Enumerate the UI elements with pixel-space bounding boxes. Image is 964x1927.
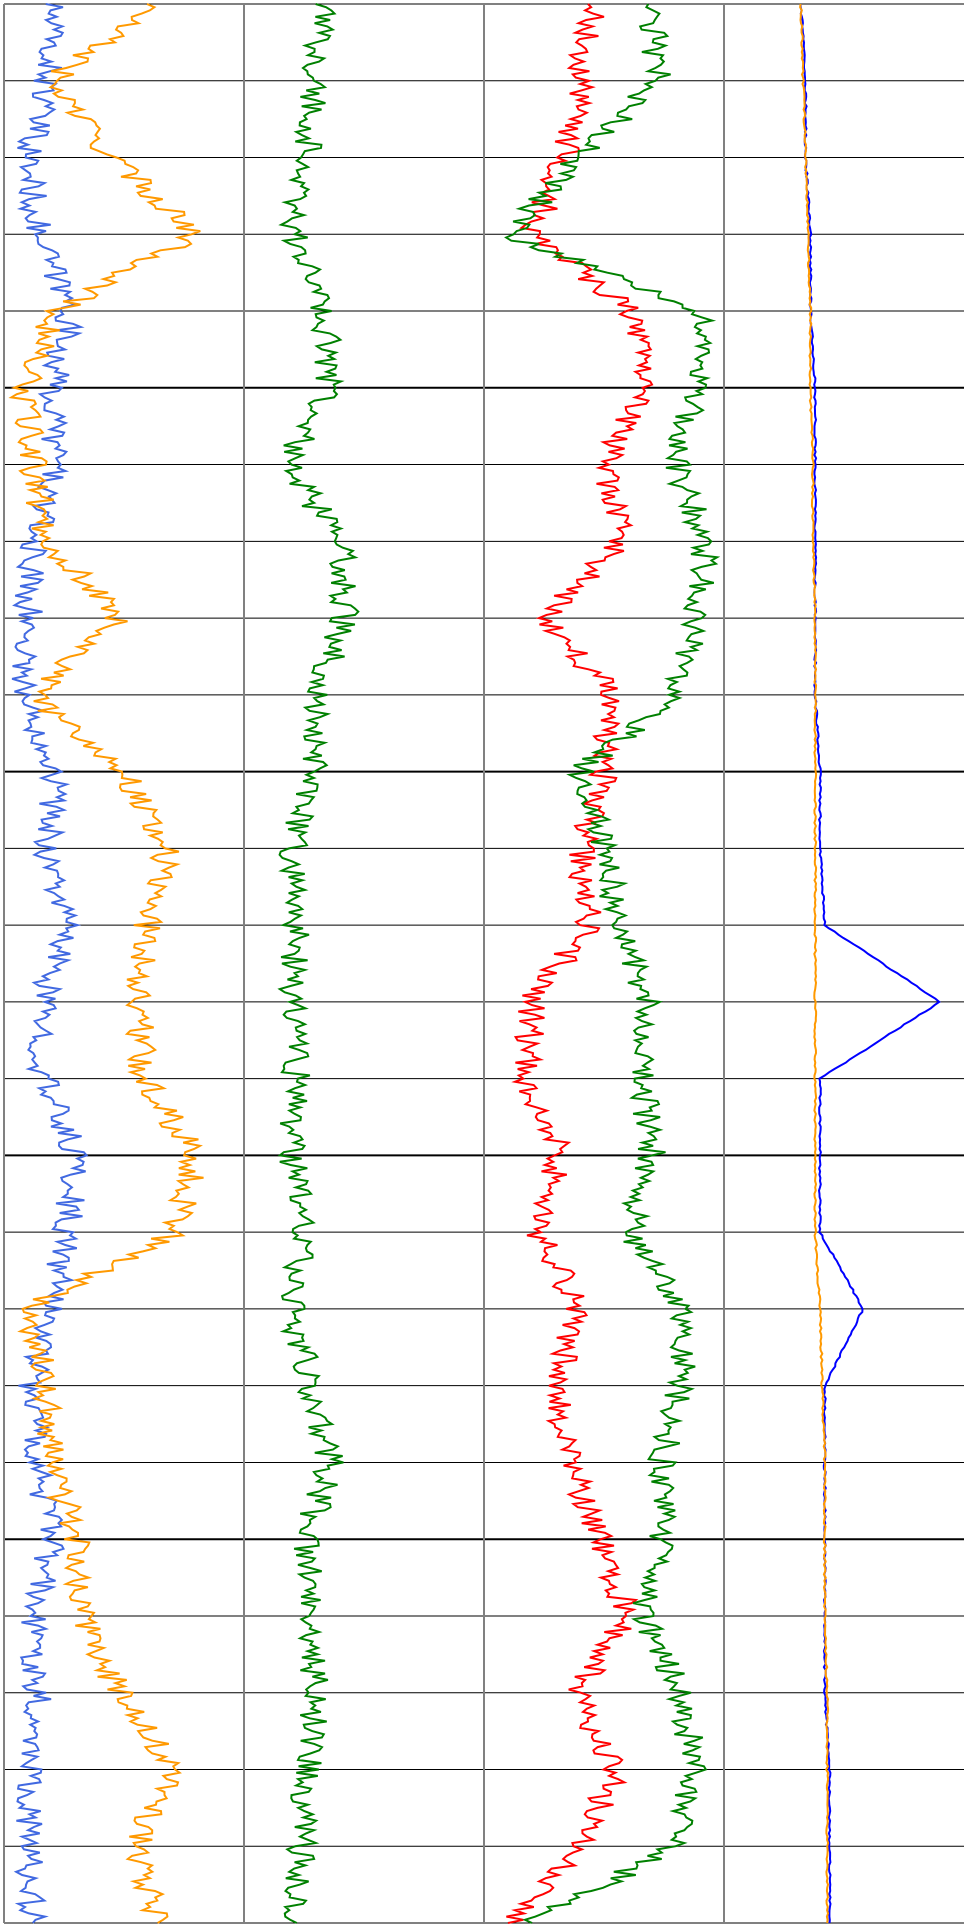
track-4-series-2-line <box>799 3 830 1924</box>
track-3-series-1-line <box>506 3 654 1924</box>
track-1 <box>8 3 204 1924</box>
track-3-series-2-line <box>504 3 721 1924</box>
track-3 <box>504 3 721 1924</box>
track-2 <box>277 3 360 1924</box>
track-1-series-2-line <box>8 3 204 1924</box>
track-separators <box>3 4 725 1923</box>
track-1-series-1-line <box>11 3 89 1924</box>
track-4 <box>799 3 941 1924</box>
track-2-series-1-line <box>277 3 360 1924</box>
